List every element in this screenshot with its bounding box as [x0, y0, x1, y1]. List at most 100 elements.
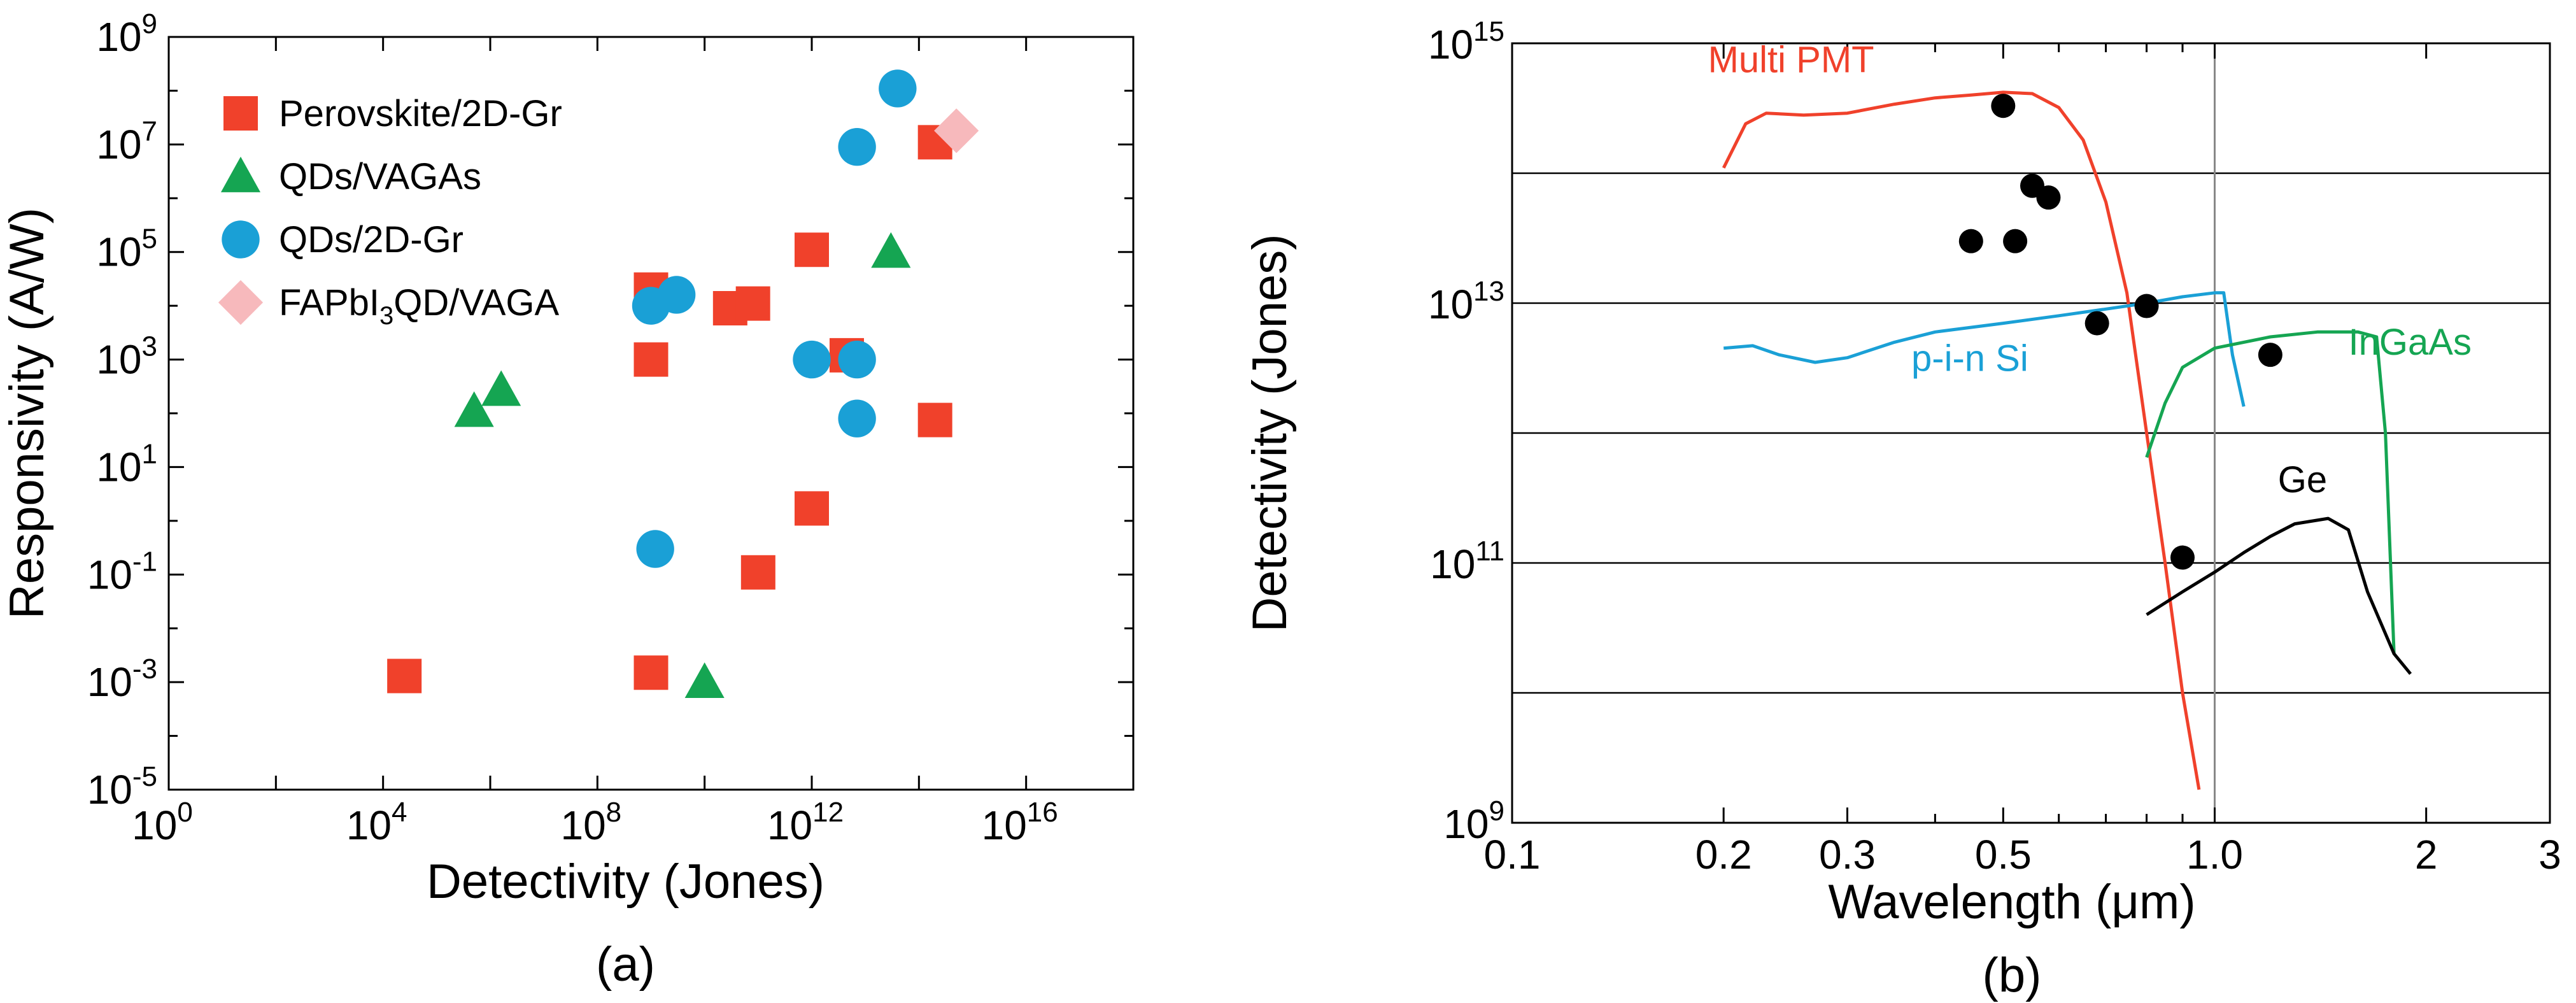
legend-label-part: FAPbI [279, 282, 379, 324]
panel-b-x-axis-title: Wavelength (μm) [1828, 875, 2195, 929]
panel-b-curve-labels: Multi PMT p-i-n Si InGaAs Ge [1708, 39, 2472, 501]
panel-b-y-tick-label: 109 [1443, 795, 1504, 847]
panel-b-data-point [2258, 343, 2282, 367]
panel-a-point-perovskite-2d-gr [387, 658, 422, 694]
panel-a-y-tick-label-exponent: -1 [132, 546, 157, 577]
panel-b-x-tick-label: 0.5 [1975, 832, 2032, 878]
panel-a-y-tick-label-exponent: 5 [142, 224, 157, 255]
panel-b-curve-label-multi-pmt: Multi PMT [1708, 39, 1874, 80]
panel-b-y-tick-label-base: 10 [1428, 281, 1473, 327]
panel-b-y-tick-label-exponent: 11 [1475, 536, 1504, 567]
panel-a-y-tick-label-base: 10 [87, 767, 132, 813]
panel-a-x-tick-label: 1012 [767, 797, 844, 848]
panel-b-curve-multi-pmt [1722, 90, 2201, 790]
panel-b-y-tick-label: 1011 [1430, 536, 1504, 587]
panel-a-x-tick-label: 108 [560, 797, 621, 848]
panel-a-point-qds-2d-gr [838, 128, 876, 166]
panel-a-x-tick-label-exponent: 16 [1027, 797, 1058, 828]
panel-b-plot-frame [1511, 42, 2551, 824]
panel-b-grid [1512, 43, 2550, 823]
panel-b-curve-label-p-i-n-si: p-i-n Si [1911, 338, 2028, 380]
panel-a-point-perovskite-2d-gr [795, 232, 829, 267]
panel-a-y-tick-label: 101 [96, 438, 157, 490]
panel-a-y-tick-label: 10-3 [87, 653, 157, 705]
panel-b-y-axis-title: Detectivity (Jones) [1243, 234, 1297, 632]
panel-b-y-tick-label-base: 10 [1428, 22, 1473, 68]
panel-b-y-tick-label-exponent: 15 [1473, 16, 1504, 47]
panel-b-curves [1722, 90, 2412, 790]
panel-a-point-qds-vagas [481, 370, 521, 406]
panel-a-y-tick-label-base: 10 [96, 444, 141, 490]
panel-b-y-tick-label-exponent: 13 [1473, 276, 1504, 307]
panel-a-legend-marker-qds-vagas [220, 156, 261, 192]
panel-a-caption: (a) [596, 937, 655, 992]
panel-b-curve-p-i-n-si [1723, 291, 2246, 407]
panel-b-x-tick-label: 1.0 [2186, 832, 2243, 878]
panel-a-point-perovskite-2d-gr [795, 491, 829, 526]
legend-label-part: QD/VAGA [393, 282, 559, 324]
panel-a-point-perovskite-2d-gr [633, 655, 669, 690]
panel-a-x-tick-label-base: 10 [560, 802, 605, 848]
panel-a-legend-marker-qds-2d-gr [222, 220, 260, 259]
panel-b-x-tick-label: 3 [2538, 832, 2561, 878]
panel-a-x-axis-title: Detectivity (Jones) [427, 855, 824, 909]
panel-a-x-tick-label-base: 10 [767, 802, 812, 848]
panel-a-legend-label-qds-vagas: QDs/VAGAs [279, 156, 481, 197]
panel-a-legend-label-qds-2d-gr: QDs/2D-Gr [279, 219, 464, 260]
panel-b-y-tick-label-base: 10 [1430, 541, 1475, 587]
panel-b-data-point [2084, 311, 2109, 336]
panel-a-legend-marker-perovskite-2d-gr [223, 96, 258, 131]
panel-a-y-tick-label-exponent: -3 [132, 653, 157, 685]
panel-b-data-point [1991, 94, 2016, 118]
panel-a-y-tick-label: 10-5 [87, 761, 157, 813]
panel-a-point-perovskite-2d-gr [633, 342, 669, 377]
panel-a-x-tick-label-exponent: 12 [812, 797, 844, 828]
panel-a-y-tick-label: 103 [96, 331, 157, 383]
panel-b-y-tick-label-exponent: 9 [1489, 795, 1504, 827]
panel-a-legend-label-fapbi3qd-vaga: FAPbI3QD/VAGA [279, 282, 560, 330]
panel-a-point-qds-2d-gr [838, 399, 876, 437]
panel-a-data-points [387, 69, 979, 698]
panel-a-point-perovskite-2d-gr [740, 555, 775, 590]
panel-a-x-tick-label: 104 [346, 797, 407, 848]
panel-a-x-tick-label: 1016 [982, 797, 1058, 848]
panel-a-y-tick-label-exponent: 7 [142, 116, 157, 147]
panel-a-legend-marker-fapbi3qd-vaga [218, 280, 264, 325]
panel-a-y-tick-label-exponent: -5 [132, 761, 157, 792]
panel-b-data-point [2036, 185, 2061, 210]
panel-a: 100 104 108 1012 101610-510-310-110110310510… [0, 8, 1135, 992]
panel-b-curve-label-ge: Ge [2278, 459, 2327, 501]
legend-label-subscript: 3 [379, 302, 393, 330]
panel-a-x-tick-label-exponent: 4 [392, 797, 407, 828]
panel-b-data-point [1958, 229, 1983, 253]
panel-b-curve-ingaas [2145, 330, 2396, 654]
panel-a-y-tick-label: 107 [96, 116, 157, 167]
panel-a-x-tick-label-base: 10 [132, 802, 177, 848]
panel-a-point-qds-vagas [684, 662, 725, 698]
panel-a-x-tick-label-exponent: 8 [606, 797, 621, 828]
panel-a-point-qds-vagas [454, 391, 494, 427]
panel-a-y-tick-label-base: 10 [96, 14, 141, 60]
panel-a-point-qds-2d-gr [838, 340, 876, 379]
panel-b-x-tick-label: 2 [2415, 832, 2438, 878]
panel-b-curve-ge [2146, 516, 2412, 675]
panel-a-x-tick-label: 100 [132, 797, 193, 848]
panel-a-y-tick-label-exponent: 3 [142, 331, 157, 362]
panel-b-caption: (b) [1983, 948, 2042, 1002]
panel-a-point-qds-2d-gr [657, 276, 696, 314]
panel-a-point-qds-2d-gr [879, 69, 917, 108]
panel-b-data-point [2134, 294, 2159, 318]
panel-b-data-point [2170, 545, 2195, 570]
panel-a-y-tick-label-base: 10 [96, 229, 141, 275]
panel-a-y-tick-label: 10-1 [87, 546, 157, 597]
panel-a-point-fapbi3qd-vaga [934, 108, 979, 153]
panel-b-x-tick-label: 0.2 [1695, 832, 1752, 878]
panel-a-point-perovskite-2d-gr [735, 286, 770, 321]
panel-a-x-tick-label-base: 10 [346, 802, 392, 848]
panel-a-point-qds-2d-gr [793, 340, 831, 379]
panel-a-x-tick-label-base: 10 [982, 802, 1027, 848]
panel-a-y-axis-title: Responsivity (A/W) [0, 208, 54, 619]
panel-a-y-tick-label-base: 10 [87, 551, 132, 597]
